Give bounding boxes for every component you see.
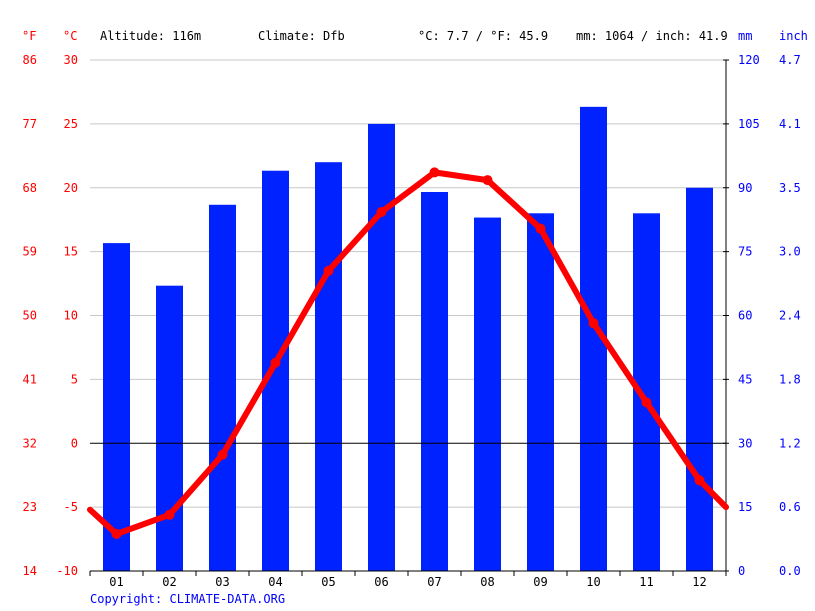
precipitation-bars — [103, 106, 713, 572]
fahrenheit-tick-label: 14 — [23, 564, 37, 578]
temperature-line — [87, 167, 729, 539]
celsius-tick-label: 30 — [64, 53, 78, 67]
total-precipitation-text: mm: 1064 / inch: 41.9 — [576, 29, 728, 43]
unit-fahrenheit-label: °F — [22, 29, 36, 43]
mm-tick-label: 75 — [738, 245, 752, 259]
temperature-line-path — [87, 169, 729, 537]
month-tick-label: 05 — [321, 575, 335, 589]
inch-tick-label: 2.4 — [779, 309, 801, 323]
month-tick-label: 02 — [162, 575, 176, 589]
climate-class-text: Climate: Dfb — [258, 29, 345, 43]
precipitation-bar-02 — [156, 285, 183, 571]
precipitation-bar-06 — [368, 123, 395, 571]
precipitation-bar-07 — [421, 192, 448, 571]
celsius-tick-label: 20 — [64, 181, 78, 195]
temperature-point-05 — [323, 265, 334, 276]
inch-tick-label: 1.8 — [779, 372, 801, 386]
celsius-tick-label: 25 — [64, 117, 78, 131]
mm-tick-label: 60 — [738, 309, 752, 323]
grid-lines — [90, 59, 726, 572]
temperature-point-12 — [694, 475, 705, 486]
precipitation-bar-12 — [686, 187, 713, 571]
mm-tick-label: 0 — [738, 564, 745, 578]
mm-tick-label: 120 — [738, 53, 760, 67]
month-tick-label: 11 — [639, 575, 653, 589]
fahrenheit-tick-label: 41 — [23, 372, 37, 386]
mm-tick-label: 105 — [738, 117, 760, 131]
month-tick-label: 09 — [533, 575, 547, 589]
temperature-point-01 — [111, 528, 122, 539]
fahrenheit-tick-label: 50 — [23, 309, 37, 323]
month-tick-label: 10 — [586, 575, 600, 589]
month-tick-label: 01 — [109, 575, 123, 589]
celsius-tick-label: 15 — [64, 245, 78, 259]
fahrenheit-tick-label: 23 — [23, 500, 37, 514]
unit-mm-label: mm — [738, 29, 752, 43]
inch-tick-label: 3.0 — [779, 245, 801, 259]
precipitation-bar-09 — [527, 213, 554, 572]
axes — [89, 59, 729, 576]
celsius-tick-label: 5 — [71, 372, 78, 386]
temperature-point-08 — [482, 175, 493, 186]
precipitation-bar-01 — [103, 243, 130, 571]
unit-celsius-label: °C — [63, 29, 77, 43]
inch-tick-label: 3.5 — [779, 181, 801, 195]
fahrenheit-tick-label: 59 — [23, 245, 37, 259]
temperature-point-07 — [429, 167, 440, 178]
celsius-tick-label: 10 — [64, 309, 78, 323]
mm-tick-label: 15 — [738, 500, 752, 514]
temperature-point-06 — [376, 207, 387, 218]
temperature-point-10 — [588, 318, 599, 329]
inch-tick-label: 0.0 — [779, 564, 801, 578]
fahrenheit-tick-label: 32 — [23, 436, 37, 450]
inch-tick-label: 0.6 — [779, 500, 801, 514]
month-tick-label: 07 — [427, 575, 441, 589]
inch-tick-label: 1.2 — [779, 436, 801, 450]
temperature-point-09 — [535, 223, 546, 234]
fahrenheit-tick-label: 86 — [23, 53, 37, 67]
mm-tick-label: 90 — [738, 181, 752, 195]
precipitation-bar-03 — [209, 204, 236, 572]
inch-tick-label: 4.1 — [779, 117, 801, 131]
fahrenheit-tick-label: 68 — [23, 181, 37, 195]
average-temperature-text: °C: 7.7 / °F: 45.9 — [418, 29, 548, 43]
temperature-point-02 — [164, 509, 175, 520]
temperature-point-03 — [217, 449, 228, 460]
header: °F °C Altitude: 116m Climate: Dfb °C: 7.… — [22, 29, 808, 43]
inch-tick-label: 4.7 — [779, 53, 801, 67]
month-tick-label: 04 — [268, 575, 282, 589]
mm-tick-label: 45 — [738, 372, 752, 386]
mm-tick-label: 30 — [738, 436, 752, 450]
altitude-text: Altitude: 116m — [100, 29, 201, 43]
precipitation-bar-08 — [474, 217, 501, 571]
month-tick-label: 03 — [215, 575, 229, 589]
fahrenheit-tick-label: 77 — [23, 117, 37, 131]
temperature-point-04 — [270, 357, 281, 368]
tick-labels: 14 -10 0 0.023 -5 15 0.632 0 30 1.241 5 45 1.850 10 60… — [23, 53, 801, 589]
month-tick-label: 12 — [692, 575, 706, 589]
unit-inch-label: inch — [779, 29, 808, 43]
temperature-point-11 — [641, 397, 652, 408]
copyright-link[interactable]: Copyright: CLIMATE-DATA.ORG — [90, 592, 285, 606]
celsius-tick-label: -5 — [64, 500, 78, 514]
celsius-tick-label: 0 — [71, 436, 78, 450]
month-tick-label: 06 — [374, 575, 388, 589]
celsius-tick-label: -10 — [56, 564, 78, 578]
precipitation-bar-04 — [262, 170, 289, 571]
precipitation-bar-05 — [315, 162, 342, 571]
month-tick-label: 08 — [480, 575, 494, 589]
